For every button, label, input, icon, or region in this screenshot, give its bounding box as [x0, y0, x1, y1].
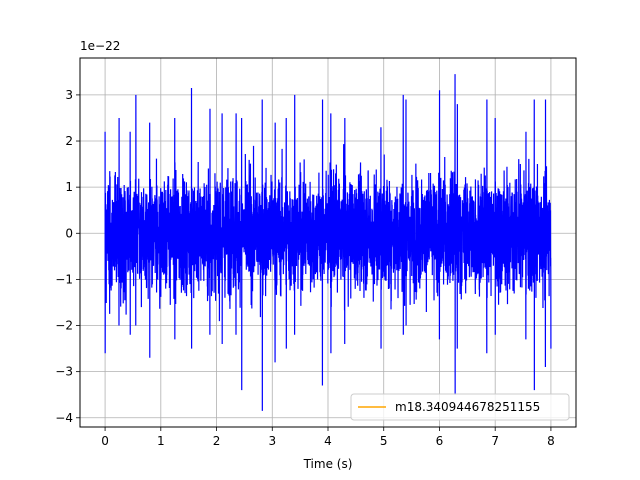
y-tick-label: −3 [55, 365, 73, 379]
series-layer [104, 74, 552, 411]
x-tick-label: 2 [213, 434, 221, 448]
x-axis-label: Time (s) [303, 457, 353, 471]
y-tick-label: −2 [55, 319, 73, 333]
x-tick-label: 5 [380, 434, 388, 448]
y-axis-ticks: −4 −3 −2 −1 0 1 2 3 [55, 88, 80, 425]
legend-entry-label: m18.340944678251155 [395, 400, 540, 414]
strain-series-line [104, 74, 552, 411]
x-axis-ticks: 0 1 2 3 4 5 6 7 8 [101, 427, 555, 448]
x-tick-label: 6 [436, 434, 444, 448]
legend-box [350, 393, 570, 421]
y-tick-label: 1 [65, 180, 73, 194]
y-tick-label: −1 [55, 272, 73, 286]
y-tick-label: 3 [65, 88, 73, 102]
x-tick-label: 8 [547, 434, 555, 448]
y-tick-label: −4 [55, 411, 73, 425]
y-tick-label: 0 [65, 226, 73, 240]
x-tick-label: 0 [101, 434, 109, 448]
x-tick-label: 3 [268, 434, 276, 448]
y-tick-label: 2 [65, 134, 73, 148]
x-tick-label: 7 [491, 434, 499, 448]
x-tick-label: 4 [324, 434, 332, 448]
legend: m18.340944678251155 [350, 393, 570, 421]
y-scale-label: 1e−22 [80, 39, 120, 53]
x-tick-label: 1 [157, 434, 165, 448]
